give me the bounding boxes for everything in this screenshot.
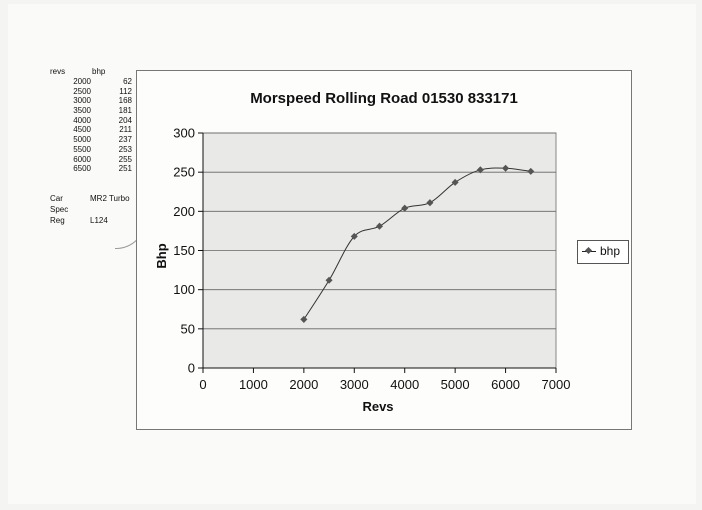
x-tick-label: 1000	[239, 377, 268, 392]
y-tick-label: 100	[173, 282, 195, 297]
revs-cell: 2500	[73, 86, 91, 96]
grid-lines	[198, 132, 556, 369]
data-point	[401, 204, 409, 212]
table-row: 5500 253	[48, 145, 140, 155]
table-row: 6000 255	[48, 155, 140, 165]
bhp-cell: 251	[118, 164, 132, 174]
x-tick-label: 4000	[390, 377, 419, 392]
reg-label: Reg	[50, 216, 65, 225]
y-tick-label: 150	[173, 243, 195, 258]
data-table: revs bhp 2000 62 2500 112 3000 168 3500 181 4000…	[48, 67, 140, 174]
spec-row: Spec	[48, 204, 148, 215]
table-row: 2000 62	[48, 77, 140, 87]
revs-cell: 4500	[73, 125, 91, 135]
table-row: 6500 251	[48, 164, 140, 174]
data-point	[502, 164, 510, 172]
table-header: revs bhp	[48, 67, 140, 77]
x-axis-label: Revs	[362, 399, 393, 414]
y-axis-label: Bhp	[154, 243, 169, 268]
table-row: 2500 112	[48, 87, 140, 97]
revs-cell: 6500	[73, 164, 91, 174]
spec-label: Spec	[50, 205, 69, 214]
data-point	[476, 166, 484, 174]
car-label: Car	[50, 194, 63, 203]
data-point	[375, 222, 384, 230]
x-tick-label: 3000	[340, 377, 369, 392]
bhp-cell: 204	[118, 115, 132, 125]
bhp-cell: 237	[118, 135, 132, 145]
y-tick-label: 250	[173, 165, 195, 180]
bhp-cell: 255	[118, 154, 132, 164]
axes	[202, 133, 557, 373]
data-point	[451, 178, 459, 186]
bhp-cell: 181	[118, 106, 132, 116]
y-tick-label: 300	[173, 126, 195, 141]
legend-label-bhp: bhp	[600, 244, 621, 258]
header-revs: revs	[50, 67, 66, 76]
legend: bhp	[577, 240, 629, 264]
x-tick-label: 5000	[441, 377, 470, 392]
y-tick-label: 200	[173, 204, 195, 219]
revs-cell: 2000	[73, 77, 91, 86]
revs-cell: 6000	[73, 154, 91, 164]
reg-row: Reg L124	[48, 215, 148, 226]
revs-cell: 5500	[73, 144, 91, 154]
bhp-cell: 211	[119, 125, 132, 135]
x-tick-label: 7000	[542, 377, 571, 392]
bhp-cell: 253	[118, 144, 132, 154]
legend-marker-swatch	[584, 246, 593, 255]
table-row: 4000 204	[48, 116, 140, 126]
car-value: MR2 Turbo	[90, 194, 130, 203]
chart-title: Morspeed Rolling Road 01530 833171	[250, 90, 518, 107]
data-point	[527, 167, 535, 175]
revs-cell: 3000	[73, 96, 91, 106]
series-line-bhp	[303, 167, 531, 320]
y-tick-label: 0	[188, 361, 195, 376]
table-row: 3500 181	[48, 106, 140, 116]
table-row: 5000 237	[48, 135, 140, 145]
bhp-cell: 112	[119, 86, 132, 96]
data-point	[300, 315, 308, 323]
data-point	[325, 276, 333, 284]
x-tick-label: 2000	[289, 377, 318, 392]
reg-value: L124	[90, 216, 108, 225]
y-tick-label: 50	[181, 321, 195, 336]
header-bhp: bhp	[92, 67, 106, 76]
data-point	[426, 199, 434, 207]
revs-cell: 3500	[73, 106, 91, 116]
x-tick-label: 6000	[491, 377, 520, 392]
x-tick-labels: 0 1000 2000 3000 4000 5000 6000 7000	[199, 377, 570, 392]
y-tick-labels: 0 50 100 150 200 250 300	[173, 126, 195, 376]
vehicle-info: Car MR2 Turbo Spec Reg L124	[48, 193, 148, 226]
data-point	[350, 232, 358, 240]
series-markers-bhp	[300, 164, 535, 323]
revs-cell: 5000	[73, 135, 91, 145]
car-row: Car MR2 Turbo	[48, 193, 148, 204]
bhp-cell: 62	[123, 77, 132, 86]
table-row: 3000 168	[48, 96, 140, 106]
revs-cell: 4000	[73, 115, 91, 125]
x-tick-label: 0	[199, 377, 206, 392]
table-row: 4500 211	[48, 125, 140, 135]
bhp-cell: 168	[118, 96, 132, 106]
